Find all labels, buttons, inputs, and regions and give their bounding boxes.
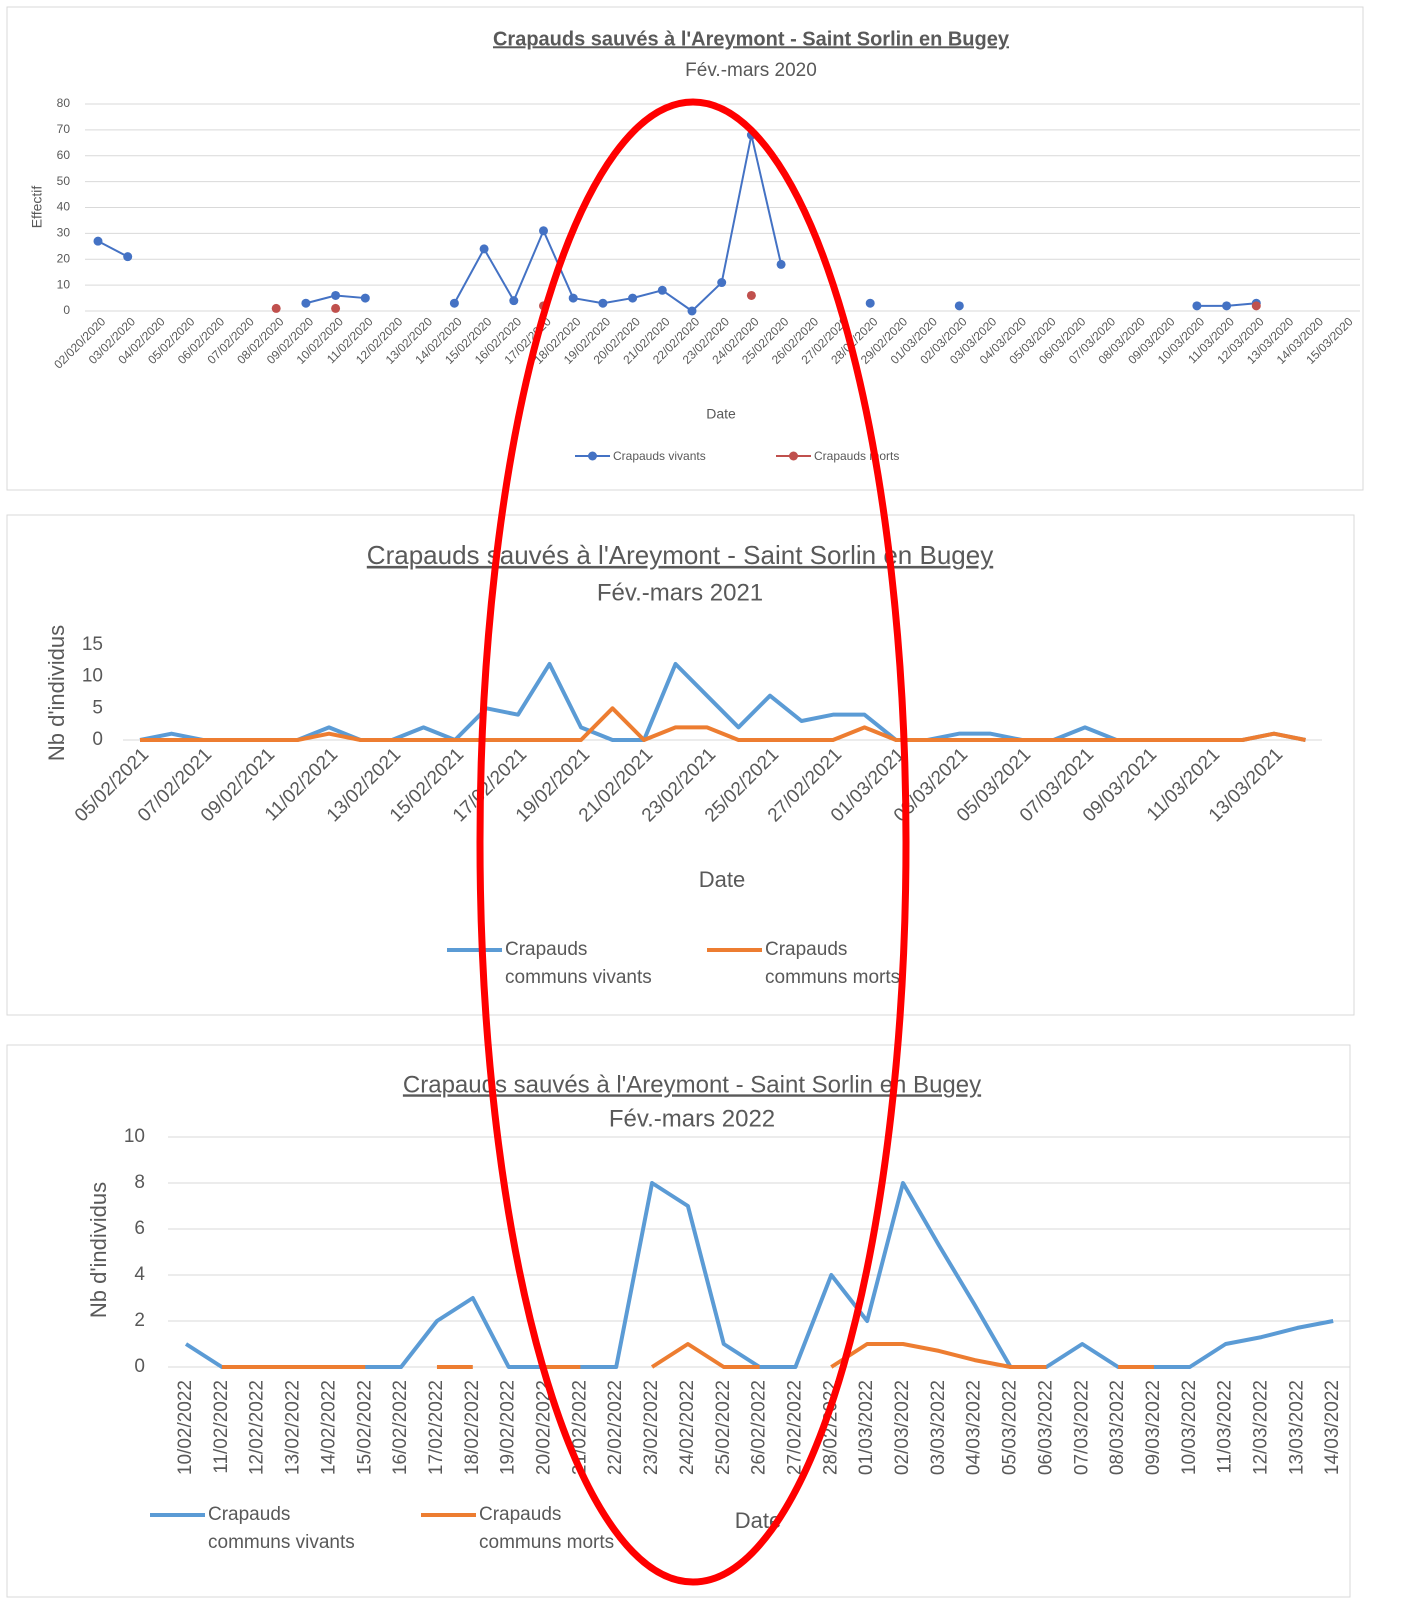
legend-label: Crapauds communs vivants xyxy=(505,938,652,989)
y-axis-label: Nb d'individus xyxy=(86,1182,111,1318)
point-marker xyxy=(479,244,489,254)
y-tick-label: 6 xyxy=(134,1218,145,1239)
chart-title: Crapauds sauvés à l'Areymont - Saint Sor… xyxy=(493,28,1010,50)
point-marker xyxy=(1192,301,1202,311)
y-tick-label: 8 xyxy=(134,1172,145,1193)
y-tick-label: 0 xyxy=(63,303,70,317)
x-tick-label: 10/03/2022 xyxy=(1179,1380,1200,1475)
point-marker xyxy=(776,259,786,269)
x-tick-label: 25/02/2022 xyxy=(713,1380,734,1475)
x-tick-label: 13/02/2022 xyxy=(283,1380,304,1475)
point-marker xyxy=(1222,301,1232,311)
x-axis-label: Date xyxy=(735,1508,781,1533)
legend-label: Crapauds morts xyxy=(814,449,900,463)
point-marker xyxy=(598,298,608,308)
point-marker xyxy=(331,303,341,313)
x-tick-label: 07/03/2022 xyxy=(1071,1380,1092,1475)
legend-label: Crapauds communs vivants xyxy=(208,1503,355,1554)
legend-label: Crapauds communs morts xyxy=(765,938,901,989)
point-marker xyxy=(271,303,281,313)
chart-title: Crapauds sauvés à l'Areymont - Saint Sor… xyxy=(403,1071,981,1098)
point-marker xyxy=(865,298,875,308)
x-tick-label: 23/02/2022 xyxy=(641,1380,662,1475)
x-tick-label: 16/02/2022 xyxy=(390,1380,411,1475)
point-marker xyxy=(331,290,341,300)
x-tick-label: 01/03/2022 xyxy=(856,1380,877,1475)
y-tick-label: 4 xyxy=(134,1264,145,1285)
y-tick-label: 80 xyxy=(57,96,71,110)
x-tick-label: 22/02/2022 xyxy=(605,1380,626,1475)
y-tick-label: 70 xyxy=(57,122,71,136)
x-tick-label: 06/03/2022 xyxy=(1035,1380,1056,1475)
x-tick-label: 13/03/2022 xyxy=(1286,1380,1307,1475)
x-tick-label: 26/02/2022 xyxy=(749,1380,770,1475)
y-axis-label: Effectif xyxy=(29,186,45,229)
point-marker xyxy=(301,298,311,308)
y-tick-label: 0 xyxy=(92,729,103,750)
x-tick-label: 09/03/2022 xyxy=(1143,1380,1164,1475)
x-tick-label: 17/02/2022 xyxy=(426,1380,447,1475)
x-tick-label: 11/03/2022 xyxy=(1215,1380,1236,1474)
point-marker xyxy=(360,293,370,303)
point-marker xyxy=(657,285,667,295)
x-tick-label: 02/03/2022 xyxy=(892,1380,913,1475)
point-marker xyxy=(954,301,964,311)
x-tick-label: 27/02/2022 xyxy=(784,1380,805,1475)
legend-label: Crapauds communs morts xyxy=(479,1503,615,1554)
x-tick-label: 11/02/2022 xyxy=(211,1380,232,1474)
point-marker xyxy=(628,293,638,303)
point-marker xyxy=(539,226,548,236)
x-tick-label: 19/02/2022 xyxy=(498,1380,519,1475)
x-tick-label: 12/03/2022 xyxy=(1251,1380,1272,1475)
point-marker xyxy=(539,301,548,311)
y-tick-label: 60 xyxy=(57,148,71,162)
y-tick-label: 20 xyxy=(57,251,71,265)
point-marker xyxy=(568,293,578,303)
point-marker xyxy=(123,252,133,262)
point-marker xyxy=(746,290,756,300)
legend-marker xyxy=(588,451,597,461)
chart-subtitle: Fév.-mars 2021 xyxy=(597,579,763,606)
y-tick-label: 10 xyxy=(57,277,71,291)
chart-title: Crapauds sauvés à l'Areymont - Saint Sor… xyxy=(367,540,993,570)
x-tick-label: 14/03/2022 xyxy=(1322,1380,1343,1475)
x-tick-label: 08/03/2022 xyxy=(1107,1380,1128,1475)
x-tick-label: 05/03/2022 xyxy=(1000,1380,1021,1475)
point-marker xyxy=(1251,301,1261,311)
x-tick-label: 10/02/2022 xyxy=(175,1380,196,1475)
point-marker xyxy=(717,278,727,288)
point-marker xyxy=(509,296,519,306)
y-axis-label: Nb d'individus xyxy=(44,625,69,761)
y-tick-label: 0 xyxy=(134,1356,145,1377)
x-tick-label: 20/02/2022 xyxy=(534,1380,555,1475)
x-tick-label: 18/02/2022 xyxy=(462,1380,483,1475)
x-tick-label: 03/03/2022 xyxy=(928,1380,949,1475)
y-tick-label: 5 xyxy=(92,697,103,718)
x-tick-label: 12/02/2022 xyxy=(247,1380,268,1475)
series-line xyxy=(97,240,129,258)
y-tick-label: 50 xyxy=(57,174,71,188)
y-tick-label: 15 xyxy=(82,634,103,655)
x-tick-label: 04/03/2022 xyxy=(964,1380,985,1475)
x-tick-label: 21/02/2022 xyxy=(569,1380,590,1475)
y-tick-label: 40 xyxy=(57,200,71,214)
chart-subtitle: Fév.-mars 2022 xyxy=(609,1105,775,1132)
point-marker xyxy=(449,298,459,308)
point-marker xyxy=(687,306,697,316)
x-tick-label: 15/02/2022 xyxy=(354,1380,375,1475)
x-tick-label: 24/02/2022 xyxy=(677,1380,698,1475)
x-axis-label: Date xyxy=(706,406,736,422)
y-tick-label: 10 xyxy=(82,666,103,687)
point-marker xyxy=(746,130,756,140)
point-marker xyxy=(93,236,103,246)
chart-subtitle: Fév.-mars 2020 xyxy=(685,60,817,81)
x-tick-label: 14/02/2022 xyxy=(318,1380,339,1475)
x-axis-label: Date xyxy=(699,867,745,892)
x-tick-label: 28/02/2022 xyxy=(820,1380,841,1475)
y-tick-label: 10 xyxy=(124,1126,145,1147)
y-tick-label: 30 xyxy=(57,226,71,240)
y-tick-label: 2 xyxy=(134,1310,145,1331)
